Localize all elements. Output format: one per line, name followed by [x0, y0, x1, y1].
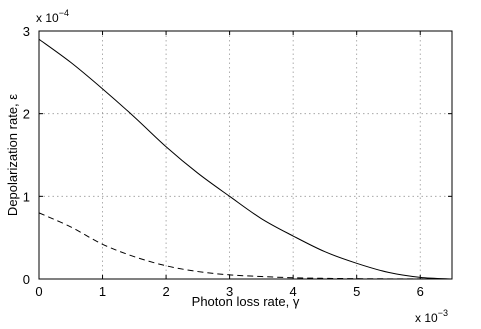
y-tick-label: 0	[23, 272, 30, 287]
y-tick-label: 1	[23, 189, 30, 204]
dashed-series-line	[38, 212, 453, 280]
y-axis-label: Depolarization rate, ε	[5, 94, 20, 216]
x-tick-label: 3	[226, 284, 233, 299]
y-multiplier-base: x 10	[36, 11, 59, 25]
y-multiplier-exponent: −4	[59, 8, 69, 18]
x-axis-multiplier: x 10−3	[415, 308, 448, 325]
x-multiplier-exponent: −3	[438, 308, 448, 318]
y-tick-label: 3	[23, 24, 30, 39]
x-tick-label: 4	[290, 284, 297, 299]
plot-frame	[38, 30, 453, 280]
y-axis-multiplier: x 10−4	[36, 8, 69, 25]
solid-series-line	[38, 38, 453, 280]
x-tick-label: 0	[35, 284, 42, 299]
x-tick-label: 6	[417, 284, 424, 299]
x-axis-label: Photon loss rate, γ	[192, 294, 300, 309]
x-tick-label: 5	[353, 284, 360, 299]
y-tick-label: 2	[23, 107, 30, 122]
x-tick-label: 1	[99, 284, 106, 299]
series-lines	[38, 38, 453, 280]
axis-labels: Photon loss rate, γ Depolarization rate,…	[5, 8, 448, 325]
grid	[39, 31, 452, 279]
x-multiplier-base: x 10	[415, 311, 438, 325]
axis-ticks: 0 1 2 3 4 5 6 0 1 2 3	[23, 24, 452, 299]
x-tick-label: 2	[162, 284, 169, 299]
